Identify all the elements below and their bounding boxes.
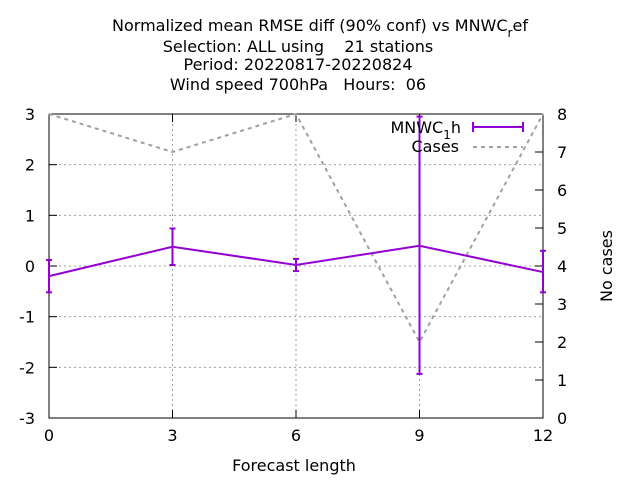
y-tick-label: 0 <box>25 257 35 276</box>
y-tick-label: 3 <box>25 105 35 124</box>
legend-swatch-mnwc <box>472 122 524 132</box>
cases-point <box>295 113 297 115</box>
y-tick-label: 2 <box>25 156 35 175</box>
y2-tick-label: 7 <box>557 143 567 162</box>
y2-tick-label: 5 <box>557 219 567 238</box>
y-tick-label: -2 <box>19 358 35 377</box>
legend: MNWC1h Cases <box>390 118 524 156</box>
legend-label-mnwc: MNWC1h <box>390 118 461 142</box>
mnwc-point <box>295 263 297 266</box>
title-line-1: Normalized mean RMSE diff (90% conf) vs … <box>112 16 528 40</box>
y2-axis: 0 1 2 3 4 5 6 7 8 <box>535 105 567 428</box>
y2-tick-label: 1 <box>557 371 567 390</box>
y2-tick-label: 3 <box>557 295 567 314</box>
x-tick-label: 6 <box>291 426 301 445</box>
title-suffix: ef <box>512 16 528 35</box>
series-cases <box>48 112 544 345</box>
cases-point <box>172 151 173 153</box>
x-axis-label: Forecast length <box>232 456 356 475</box>
mnwc-point <box>542 271 544 274</box>
y2-tick-label: 0 <box>557 409 567 428</box>
x-tick-label: 3 <box>167 426 177 445</box>
y-tick-label: 1 <box>25 206 35 225</box>
cases-line <box>48 112 544 345</box>
x-tick-label: 0 <box>44 426 54 445</box>
mnwc-point <box>48 275 50 278</box>
legend-label-cases: Cases <box>412 137 460 156</box>
chart-title: Normalized mean RMSE diff (90% conf) vs … <box>112 16 528 94</box>
x-tick-label: 9 <box>414 426 424 445</box>
y2-tick-label: 4 <box>557 257 567 276</box>
y2-tick-label: 6 <box>557 181 567 200</box>
series-mnwc <box>46 115 546 375</box>
x-axis: 0 3 6 9 12 <box>44 114 553 445</box>
y2-tick-label: 8 <box>557 105 567 124</box>
title-line-2: Selection: ALL using 21 stations <box>163 37 433 56</box>
cases-point <box>542 113 544 115</box>
y-tick-label: -3 <box>19 409 35 428</box>
cases-point <box>48 113 50 115</box>
y-tick-label: -1 <box>19 308 35 327</box>
mnwc-point <box>171 245 174 248</box>
y-axis: -3 -2 -1 0 1 2 3 <box>19 105 57 428</box>
y2-tick-label: 2 <box>557 333 567 352</box>
mnwc-point <box>418 244 421 247</box>
y2-axis-label: No cases <box>597 230 616 302</box>
x-tick-label: 12 <box>533 426 553 445</box>
title-subscript: r <box>508 26 513 40</box>
title-line-3: Period: 20220817-20220824 <box>183 55 412 74</box>
title-line-4: Wind speed 700hPa Hours: 06 <box>170 75 426 94</box>
